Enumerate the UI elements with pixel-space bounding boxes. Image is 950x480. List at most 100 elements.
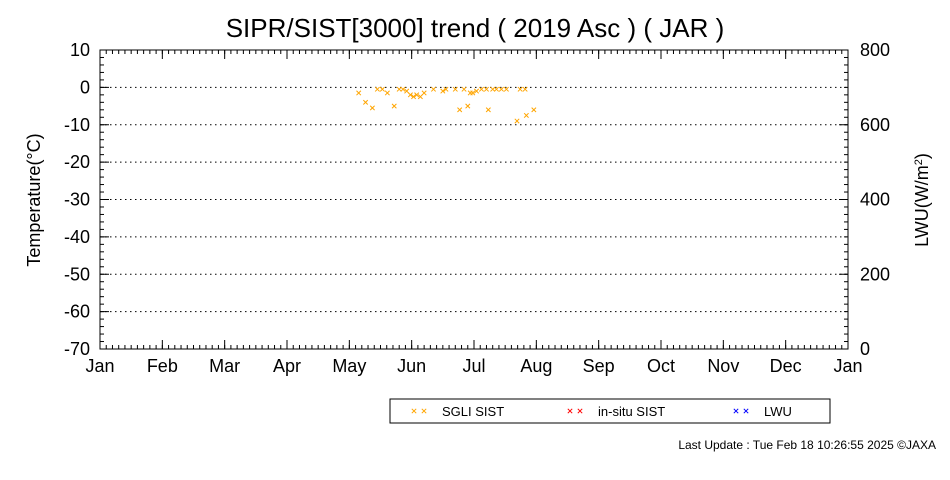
plot-frame bbox=[99, 49, 849, 350]
marker-stroke bbox=[522, 86, 528, 92]
marker-stroke bbox=[457, 107, 463, 113]
y2-axis-label: LWU(W/m2) bbox=[912, 153, 932, 247]
marker-stroke bbox=[490, 86, 496, 92]
marker-stroke bbox=[396, 86, 402, 92]
data-point bbox=[400, 86, 406, 92]
data-point bbox=[517, 86, 523, 92]
y2-tick-label: 400 bbox=[860, 190, 890, 210]
marker-stroke bbox=[514, 118, 520, 124]
marker-stroke bbox=[733, 408, 739, 414]
x-tick-label: Apr bbox=[273, 356, 301, 376]
legend-marker bbox=[577, 408, 583, 414]
data-point bbox=[457, 107, 463, 113]
data-point bbox=[362, 99, 369, 105]
marker-stroke bbox=[452, 86, 458, 92]
y-tick-label: -20 bbox=[64, 152, 90, 172]
y2-tick-label: 800 bbox=[860, 40, 890, 60]
marker-stroke bbox=[379, 86, 385, 92]
y-tick-label: -60 bbox=[64, 302, 90, 322]
data-point bbox=[485, 107, 491, 113]
data-point bbox=[430, 86, 437, 92]
x-tick-label: Nov bbox=[707, 356, 739, 376]
marker-stroke bbox=[483, 86, 490, 92]
marker-stroke bbox=[493, 86, 499, 92]
y2-tick-label: 200 bbox=[860, 264, 890, 284]
data-point bbox=[421, 90, 427, 96]
data-point bbox=[478, 86, 485, 92]
marker-stroke bbox=[421, 90, 427, 96]
marker-stroke bbox=[407, 92, 413, 98]
marker-stroke bbox=[404, 88, 410, 94]
legend-label: in-situ SIST bbox=[598, 404, 665, 419]
legend-box bbox=[389, 398, 831, 424]
marker-stroke bbox=[531, 107, 537, 113]
marker-stroke bbox=[417, 94, 423, 100]
data-point bbox=[369, 105, 375, 111]
data-point bbox=[356, 90, 362, 96]
data-point bbox=[473, 88, 480, 94]
data-point bbox=[452, 86, 458, 92]
y-tick-label: 0 bbox=[80, 77, 90, 97]
data-point bbox=[414, 92, 420, 98]
data-point bbox=[440, 88, 446, 94]
marker-stroke bbox=[443, 86, 449, 92]
y-tick-label: -40 bbox=[64, 227, 90, 247]
y-tick-label: -50 bbox=[64, 264, 90, 284]
y2-axis-ticks: 800 600 400 200 0 bbox=[839, 40, 890, 359]
marker-stroke bbox=[414, 92, 420, 98]
data-point bbox=[503, 86, 509, 92]
last-update-footer: Last Update : Tue Feb 18 10:26:55 2025 ©… bbox=[678, 438, 936, 452]
data-point bbox=[531, 107, 537, 113]
legend-items: SGLI SIST in-situ SIST LWU bbox=[411, 404, 792, 419]
x-axis-ticks: Jan Feb Mar Apr May Jun Jul Aug Sep Oct Nov Dec Jan bbox=[85, 50, 863, 376]
legend-marker bbox=[567, 408, 573, 414]
data-point bbox=[523, 112, 529, 118]
x-tick-label: Jun bbox=[397, 356, 426, 376]
marker-stroke bbox=[485, 107, 491, 113]
marker-stroke bbox=[743, 408, 749, 414]
y-axis-ticks: 10 0 -10 -20 -30 -40 -50 -60 -70 bbox=[64, 40, 109, 359]
y2-tick-label: 0 bbox=[860, 339, 870, 359]
legend-marker bbox=[743, 408, 749, 414]
marker-stroke bbox=[517, 86, 523, 92]
data-point bbox=[483, 86, 490, 92]
y-axis-label: Temperature(°C) bbox=[24, 133, 44, 266]
marker-stroke bbox=[440, 88, 446, 94]
x-tick-label: Mar bbox=[209, 356, 240, 376]
chart-title: SIPR/SIST[3000] trend ( 2019 Asc ) ( JAR… bbox=[226, 13, 725, 43]
marker-stroke bbox=[577, 408, 583, 414]
data-point bbox=[379, 86, 385, 92]
data-point bbox=[490, 86, 496, 92]
marker-stroke bbox=[356, 90, 362, 96]
marker-stroke bbox=[503, 86, 509, 92]
data-point bbox=[493, 86, 499, 92]
data-point bbox=[374, 86, 380, 92]
legend-marker bbox=[421, 408, 427, 414]
x-tick-label: Dec bbox=[770, 356, 802, 376]
data-point bbox=[498, 86, 504, 92]
marker-stroke bbox=[421, 408, 427, 414]
data-points bbox=[356, 86, 537, 124]
y-tick-label: -70 bbox=[64, 339, 90, 359]
legend-label: SGLI SIST bbox=[442, 404, 504, 419]
marker-stroke bbox=[384, 90, 390, 96]
marker-stroke bbox=[498, 86, 504, 92]
x-tick-label: Feb bbox=[147, 356, 178, 376]
legend: SGLI SIST in-situ SIST LWU bbox=[389, 398, 831, 424]
x-tick-label: Sep bbox=[583, 356, 615, 376]
marker-stroke bbox=[369, 105, 375, 111]
legend-marker bbox=[733, 408, 739, 414]
data-point bbox=[407, 92, 413, 98]
legend-label: LWU bbox=[764, 404, 792, 419]
y-tick-label: -10 bbox=[64, 115, 90, 135]
data-point bbox=[514, 118, 520, 124]
data-point bbox=[417, 94, 423, 100]
data-point bbox=[461, 86, 467, 92]
marker-stroke bbox=[400, 86, 406, 92]
marker-stroke bbox=[461, 86, 467, 92]
x-tick-label: May bbox=[332, 356, 366, 376]
marker-stroke bbox=[391, 103, 397, 109]
x-tick-label: Jul bbox=[462, 356, 485, 376]
marker-stroke bbox=[473, 88, 480, 94]
